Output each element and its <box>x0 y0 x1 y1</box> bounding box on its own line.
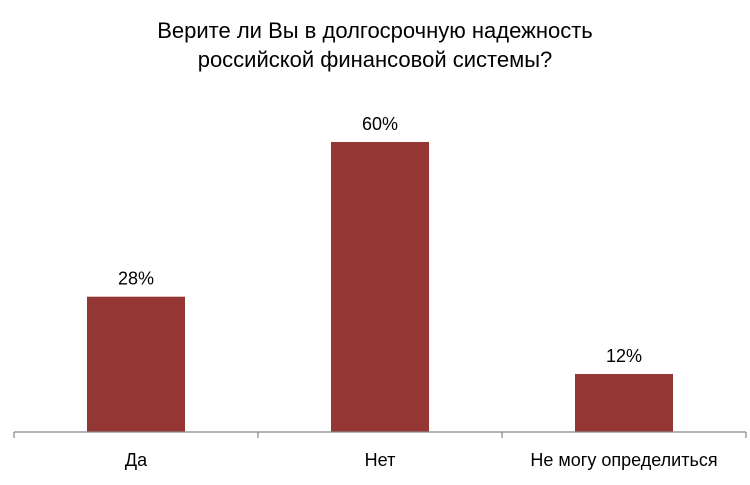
data-label-да: 28% <box>118 269 154 289</box>
bar-нет <box>331 142 429 432</box>
tick-label-не-могу-определиться: Не могу определиться <box>530 450 717 470</box>
chart-title-line-1: Верите ли Вы в долгосрочную надежность <box>157 18 593 43</box>
data-label-не-могу-определиться: 12% <box>606 346 642 366</box>
chart-title-line-2: российской финансовой системы? <box>198 47 553 72</box>
tick-label-нет: Нет <box>365 450 396 470</box>
x-axis: Да Нет Не могу определиться <box>13 431 747 470</box>
bar-да <box>87 296 185 432</box>
tick-label-да: Да <box>125 450 148 470</box>
bar-не-могу-определиться <box>575 374 673 432</box>
bars-group: 28% 60% 12% <box>87 114 673 432</box>
data-label-нет: 60% <box>362 114 398 134</box>
